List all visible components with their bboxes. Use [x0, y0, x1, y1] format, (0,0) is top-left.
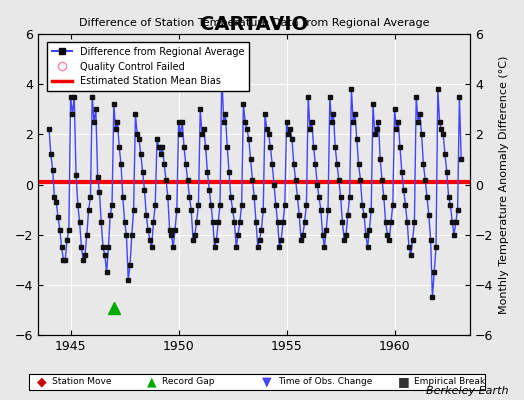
Text: ▼: ▼: [263, 376, 272, 388]
Text: ◆: ◆: [37, 376, 47, 388]
Title: CARTAVIO: CARTAVIO: [200, 15, 308, 34]
Legend: Difference from Regional Average, Quality Control Failed, Estimated Station Mean: Difference from Regional Average, Qualit…: [47, 42, 249, 91]
Y-axis label: Monthly Temperature Anomaly Difference (°C): Monthly Temperature Anomaly Difference (…: [499, 55, 509, 314]
Text: Berkeley Earth: Berkeley Earth: [426, 386, 508, 396]
Text: ▲: ▲: [147, 376, 157, 388]
Text: ■: ■: [398, 376, 409, 388]
Text: Record Gap: Record Gap: [162, 378, 215, 386]
Text: Difference of Station Temperature Data from Regional Average: Difference of Station Temperature Data f…: [79, 18, 430, 28]
Text: Empirical Break: Empirical Break: [414, 378, 485, 386]
Text: Station Move: Station Move: [52, 378, 112, 386]
Text: Time of Obs. Change: Time of Obs. Change: [278, 378, 372, 386]
